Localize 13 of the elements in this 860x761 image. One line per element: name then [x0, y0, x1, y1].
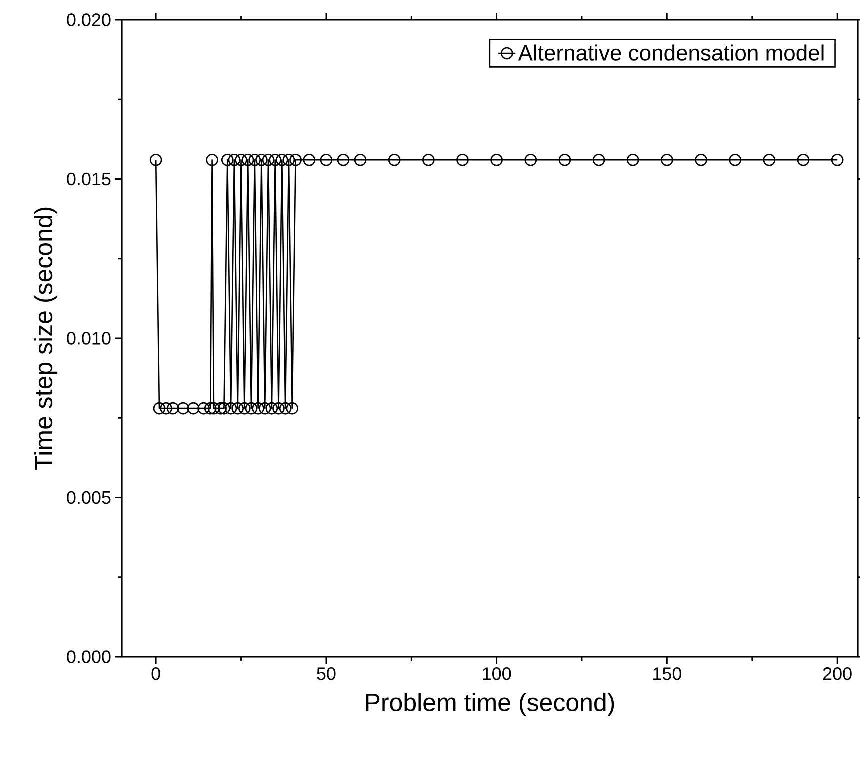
x-axis-title: Problem time (second): [366, 693, 614, 716]
x-tick-label: 100: [483, 668, 512, 680]
y-axis-title: Time step size (second): [34, 208, 58, 470]
x-tick-label: 150: [654, 668, 682, 680]
x-tick-label: 200: [823, 668, 852, 680]
y-tick-label: 0.020: [67, 14, 111, 26]
y-tick-label: 0.005: [67, 491, 111, 504]
x-tick-label: 50: [317, 668, 336, 680]
y-tick-label: 0.010: [67, 332, 111, 345]
legend-label: Alternative condensation model: [518, 44, 824, 61]
x-tick-label: 0: [152, 668, 160, 680]
y-tick-label: 0.015: [67, 172, 111, 186]
y-tick-label: 0.000: [67, 650, 111, 664]
